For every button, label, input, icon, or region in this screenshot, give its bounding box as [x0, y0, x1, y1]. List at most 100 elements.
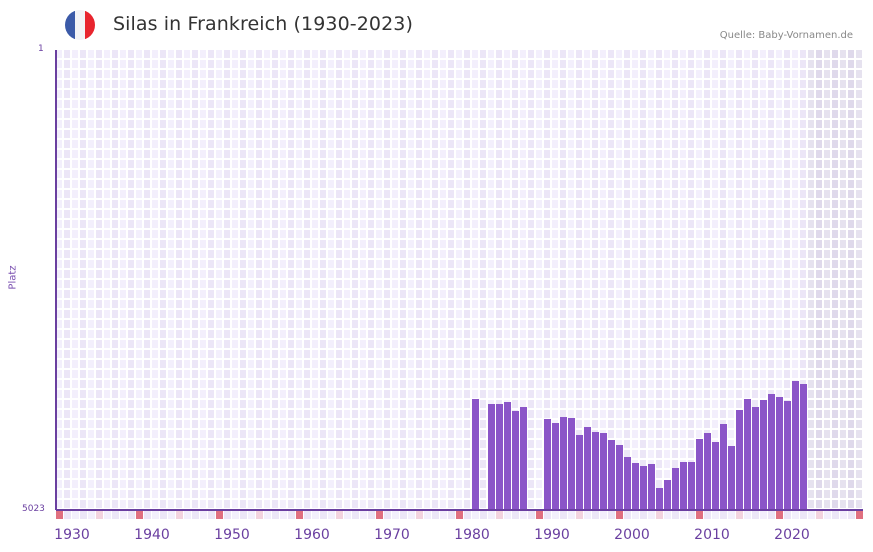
decade-marker [96, 511, 103, 519]
bar-2000[interactable] [632, 462, 639, 510]
bar-1982[interactable] [488, 403, 495, 510]
x-tick-1980: 1980 [454, 527, 490, 543]
grid-column [152, 50, 160, 510]
bar-1984[interactable] [504, 401, 511, 510]
grid-column [448, 50, 456, 510]
grid-column [480, 50, 488, 510]
grid-column [240, 50, 248, 510]
bar-2020[interactable] [792, 380, 799, 510]
x-tick-1950: 1950 [214, 527, 250, 543]
france-flag-icon [65, 10, 95, 40]
bar-2004[interactable] [664, 479, 671, 510]
bar-2010[interactable] [712, 441, 719, 510]
bar-2015[interactable] [752, 406, 759, 510]
year-marker [240, 511, 247, 519]
year-marker [624, 511, 631, 519]
grid-column [744, 50, 752, 510]
bar-1991[interactable] [560, 416, 567, 510]
grid-column [104, 50, 112, 510]
grid-column [856, 50, 864, 510]
grid-column [704, 50, 712, 510]
bar-1995[interactable] [592, 431, 599, 510]
year-marker [840, 511, 847, 519]
decade-marker [296, 511, 303, 519]
bar-1990[interactable] [552, 422, 559, 510]
bar-1993[interactable] [576, 434, 583, 510]
year-marker [88, 511, 95, 519]
year-marker [648, 511, 655, 519]
bar-1983[interactable] [496, 403, 503, 510]
year-marker [144, 511, 151, 519]
bar-2007[interactable] [688, 461, 695, 510]
decade-marker [376, 511, 383, 519]
bar-2011[interactable] [720, 423, 727, 510]
grid-column [608, 50, 616, 510]
year-marker [832, 511, 839, 519]
bar-2013[interactable] [736, 409, 743, 510]
year-marker [784, 511, 791, 519]
source-link[interactable]: Quelle: Baby-Vornamen.de [719, 30, 853, 41]
bar-2019[interactable] [784, 400, 791, 510]
grid-column [840, 50, 848, 510]
grid-column [416, 50, 424, 510]
flag-stripe-white [75, 10, 85, 40]
bar-1985[interactable] [512, 410, 519, 510]
grid-column [88, 50, 96, 510]
bar-2014[interactable] [744, 398, 751, 510]
grid-column [568, 50, 576, 510]
bar-2002[interactable] [648, 463, 655, 510]
bar-1998[interactable] [616, 444, 623, 510]
bar-1997[interactable] [608, 439, 615, 510]
bar-2008[interactable] [696, 438, 703, 510]
bar-2021[interactable] [800, 383, 807, 510]
decade-marker [576, 511, 583, 519]
grid-column [160, 50, 168, 510]
bar-2001[interactable] [640, 465, 647, 510]
grid-column [640, 50, 648, 510]
bar-2012[interactable] [728, 445, 735, 510]
year-marker [792, 511, 799, 519]
y-tick-bottom: 5023 [22, 504, 45, 514]
decade-marker [136, 511, 143, 519]
grid-column [360, 50, 368, 510]
bar-1996[interactable] [600, 432, 607, 510]
bar-2009[interactable] [704, 432, 711, 510]
grid-column [96, 50, 104, 510]
x-tick-1970: 1970 [374, 527, 410, 543]
bar-2003[interactable] [656, 487, 663, 510]
grid-column [128, 50, 136, 510]
y-tick-top: 1 [38, 44, 44, 54]
grid-column [536, 50, 544, 510]
x-tick-2010: 2010 [694, 527, 730, 543]
grid-column [472, 50, 480, 510]
grid-column [144, 50, 152, 510]
bar-2018[interactable] [776, 396, 783, 510]
grid-column [80, 50, 88, 510]
bar-1986[interactable] [520, 406, 527, 510]
bar-1980[interactable] [472, 398, 479, 510]
grid-column [216, 50, 224, 510]
grid-column [784, 50, 792, 510]
x-tick-1940: 1940 [134, 527, 170, 543]
bar-1999[interactable] [624, 456, 631, 510]
grid-column [616, 50, 624, 510]
bar-2006[interactable] [680, 461, 687, 510]
year-marker [288, 511, 295, 519]
bar-1989[interactable] [544, 418, 551, 510]
year-marker [128, 511, 135, 519]
bar-2016[interactable] [760, 399, 767, 510]
bar-1992[interactable] [568, 417, 575, 510]
x-tick-1930: 1930 [54, 527, 90, 543]
grid-column [592, 50, 600, 510]
year-marker [744, 511, 751, 519]
year-marker [848, 511, 855, 519]
year-marker [224, 511, 231, 519]
grid-column [200, 50, 208, 510]
bar-2005[interactable] [672, 467, 679, 510]
grid-column [352, 50, 360, 510]
bar-2017[interactable] [768, 393, 775, 510]
year-marker [808, 511, 815, 519]
grid-column [544, 50, 552, 510]
bar-1994[interactable] [584, 426, 591, 510]
grid-column [712, 50, 720, 510]
